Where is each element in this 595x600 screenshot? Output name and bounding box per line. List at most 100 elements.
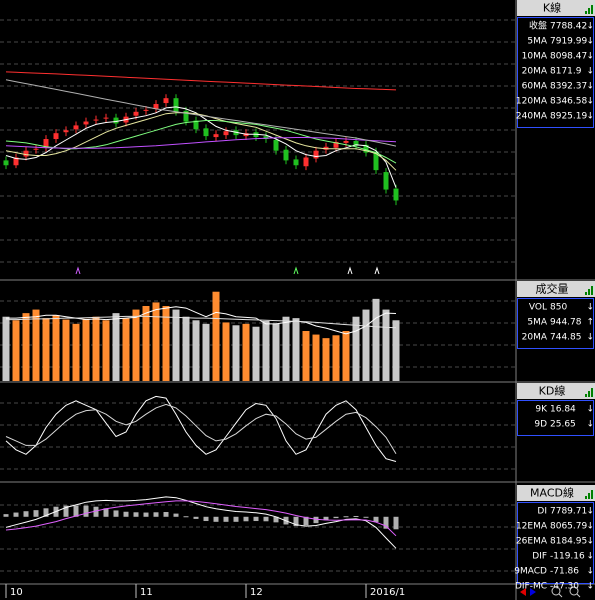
series-line: [5, 106, 397, 188]
candle-body: [383, 172, 389, 190]
candle-body: [3, 160, 9, 166]
candle-body: [263, 136, 269, 140]
volume-bar: [72, 323, 80, 381]
candle-body: [153, 104, 159, 109]
legend-box: [517, 17, 594, 128]
scroll-right[interactable]: [530, 588, 536, 596]
volume-bar: [62, 319, 70, 381]
zoom-out[interactable]: [551, 586, 561, 596]
volume-bar: [172, 309, 180, 381]
volume-bar: [182, 316, 190, 381]
legend-name: 240MA: [516, 112, 548, 122]
volume-bar: [252, 326, 260, 381]
legend-name: 9MACD: [514, 567, 547, 577]
x-tick-label: 12: [250, 587, 263, 598]
volume-bar: [302, 331, 310, 381]
panel-title: 成交量: [536, 282, 569, 296]
candle-body: [93, 119, 99, 121]
volume-bar: [22, 313, 30, 381]
osc-bar: [93, 506, 99, 517]
osc-bar: [293, 516, 299, 527]
series-line: [5, 395, 397, 462]
zoom-out-handle: [558, 593, 563, 598]
candle-body: [183, 110, 189, 122]
candle-body: [213, 134, 219, 138]
candle-body: [73, 125, 79, 130]
volume-bar: [162, 306, 170, 381]
candle-body: [303, 157, 309, 167]
candle-body: [63, 130, 69, 133]
volume-bar: [352, 316, 360, 381]
osc-bar: [263, 516, 269, 522]
osc-bar: [243, 516, 249, 522]
legend-name: 9D: [534, 420, 547, 430]
volume-bar: [112, 313, 120, 381]
header-icon: [585, 394, 587, 397]
legend-name: 12EMA: [516, 522, 548, 532]
legend-value: 944.78: [550, 318, 582, 328]
legend-value: 16.84: [550, 405, 576, 415]
osc-bar: [273, 516, 279, 523]
panel-title: K線: [543, 1, 561, 15]
legend-value: -47.30: [550, 582, 579, 592]
candle-body: [313, 150, 319, 159]
legend-trend: ↓: [586, 22, 594, 32]
volume-bar: [152, 302, 160, 381]
series-line: [5, 120, 397, 164]
zoom-in[interactable]: [569, 586, 579, 596]
legend-name: DI: [537, 507, 547, 517]
legend-value: -119.16: [550, 552, 585, 562]
volume-bar: [262, 321, 270, 381]
header-icon: [588, 289, 590, 295]
osc-bar: [213, 516, 219, 522]
legend-trend: ↓: [586, 567, 594, 577]
legend-value: 744.85: [550, 333, 582, 343]
volume-bar: [192, 320, 200, 381]
candle-body: [163, 98, 169, 104]
osc-bar: [133, 512, 139, 517]
candle-body: [393, 188, 399, 201]
panel-header: [517, 281, 595, 297]
volume-bar: [2, 316, 10, 381]
legend-trend: ↓: [586, 537, 594, 547]
series-line: [5, 403, 397, 454]
candle-body: [133, 111, 139, 116]
candle-body: [43, 139, 49, 148]
panel-header: [517, 485, 595, 501]
volume-bar: [362, 309, 370, 381]
osc-bar: [143, 512, 149, 517]
osc-bar: [363, 516, 369, 518]
osc-bar: [313, 516, 319, 524]
panel-title: MACD線: [530, 486, 574, 500]
series-line: [5, 79, 397, 147]
volume-bar: [212, 291, 220, 381]
volume-bar: [322, 338, 330, 381]
candle-body: [33, 148, 39, 150]
legend-trend: ↓: [586, 97, 594, 107]
header-icon: [591, 490, 593, 499]
candle-body: [23, 150, 29, 157]
osc-bar: [23, 511, 29, 517]
series-line: [6, 306, 397, 335]
legend-trend: ↓: [586, 303, 594, 313]
scroll-left[interactable]: [520, 588, 526, 596]
header-icon: [591, 5, 593, 14]
candle-body: [293, 159, 299, 166]
legend-name: 10MA: [522, 52, 548, 62]
header-icon: [591, 286, 593, 295]
decor-markers: [75, 266, 380, 275]
osc-bar: [223, 516, 229, 522]
osc-bar: [203, 516, 209, 522]
candle-body: [13, 157, 19, 166]
volume-bar: [32, 309, 40, 381]
legend-value: 8392.37: [550, 82, 587, 92]
legend-trend: ↓: [586, 582, 594, 592]
legend-value: 25.65: [550, 420, 576, 430]
legend-trend: ↓: [586, 112, 594, 122]
series-line: [5, 71, 397, 91]
osc-bar: [333, 516, 339, 519]
legend-trend: ↑: [586, 318, 594, 328]
candle-body: [283, 149, 289, 161]
